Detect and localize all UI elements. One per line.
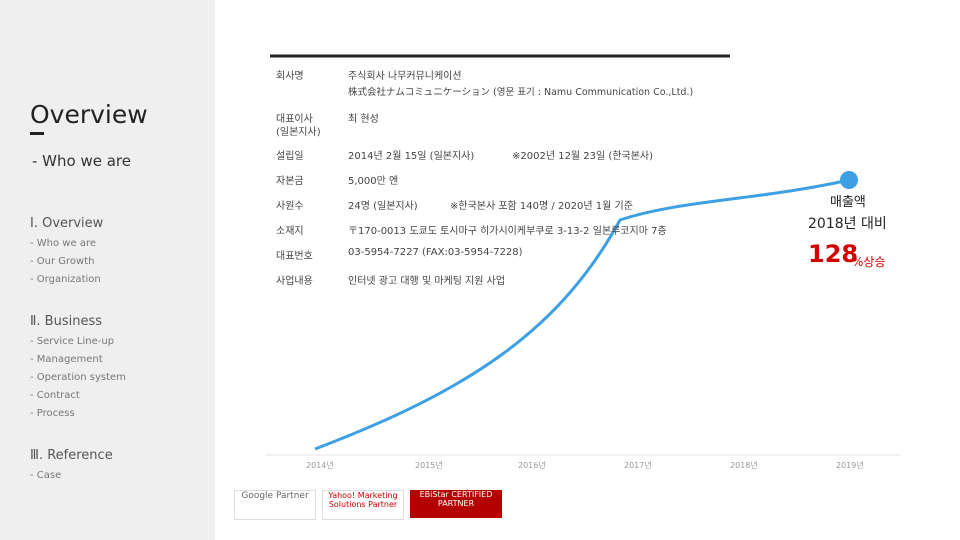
row-label: 사업내용: [276, 276, 313, 287]
sidebar-subtitle: - Who we are: [32, 152, 131, 170]
year-label: 2017년: [624, 461, 652, 470]
row-label: 소재지: [276, 226, 304, 237]
nav-item: - Organization: [30, 274, 101, 285]
row-value: 인터넷 광고 대행 및 마케팅 지원 사업: [348, 276, 506, 287]
year-label: 2019년: [836, 461, 864, 470]
title-underline: [30, 132, 44, 135]
nav-item: - Case: [30, 470, 62, 481]
growth-rate: 128: [808, 240, 859, 268]
row-value: 주식회사 나무커뮤니케이션: [348, 71, 462, 82]
sidebar: [0, 0, 215, 540]
logo: EBiStar CERTIFIED PARTNER: [410, 490, 502, 518]
nav-item: - Our Growth: [30, 256, 95, 267]
growth-curve: [314, 178, 850, 451]
row-value: 24명 (일본지사): [348, 201, 418, 212]
nav-heading: Ⅰ. Overview: [30, 216, 104, 231]
growth-compare: 2018년 대비: [808, 216, 887, 232]
row-label: 대표이사: [276, 114, 313, 125]
row-value: 2014년 2월 15일 (일본지사): [348, 151, 475, 162]
nav-item: - Contract: [30, 390, 80, 401]
row-label: 설립일: [276, 151, 304, 162]
growth-rate-suffix: %상승: [852, 255, 886, 269]
nav-item: - Management: [30, 354, 103, 365]
row-label: 사원수: [276, 201, 304, 212]
nav-heading: Ⅲ. Reference: [30, 448, 113, 463]
row-value: ※한국본사 포함 140명 / 2020년 1월 기준: [450, 201, 633, 212]
year-label: 2016년: [518, 461, 546, 470]
sidebar-title: Overview: [30, 100, 148, 129]
row-label: (일본지사): [276, 127, 321, 138]
year-label: 2015년: [415, 461, 443, 470]
row-value: 〒170-0013 도쿄도 토시마구 히가시이케부쿠로 3-13-2 일본루코지…: [348, 226, 667, 237]
logo: Google Partner: [234, 490, 316, 520]
row-value: 株式会社ナムコミュニケーション (영문 표기 : Namu Communicat…: [348, 87, 694, 98]
row-label: 자본금: [276, 176, 304, 187]
nav-item: - Operation system: [30, 372, 126, 383]
nav-item: - Process: [30, 408, 75, 419]
year-label: 2018년: [730, 461, 758, 470]
logo: Yahoo! Marketing Solutions Partner: [322, 490, 404, 520]
growth-dot: [840, 171, 858, 189]
year-label: 2014년: [306, 461, 334, 470]
nav-item: - Who we are: [30, 238, 96, 249]
row-label: 회사명: [276, 71, 304, 82]
row-value: 최 현성: [348, 114, 379, 125]
row-value: 5,000만 엔: [348, 176, 399, 187]
nav-item: - Service Line-up: [30, 336, 115, 347]
nav-heading: Ⅱ. Business: [30, 314, 102, 329]
row-label: 대표번호: [276, 251, 313, 262]
growth-label: 매출액: [830, 195, 866, 210]
row-value: 03-5954-7227 (FAX:03-5954-7228): [348, 247, 523, 258]
row-value: ※2002년 12월 23일 (한국본사): [512, 151, 654, 162]
